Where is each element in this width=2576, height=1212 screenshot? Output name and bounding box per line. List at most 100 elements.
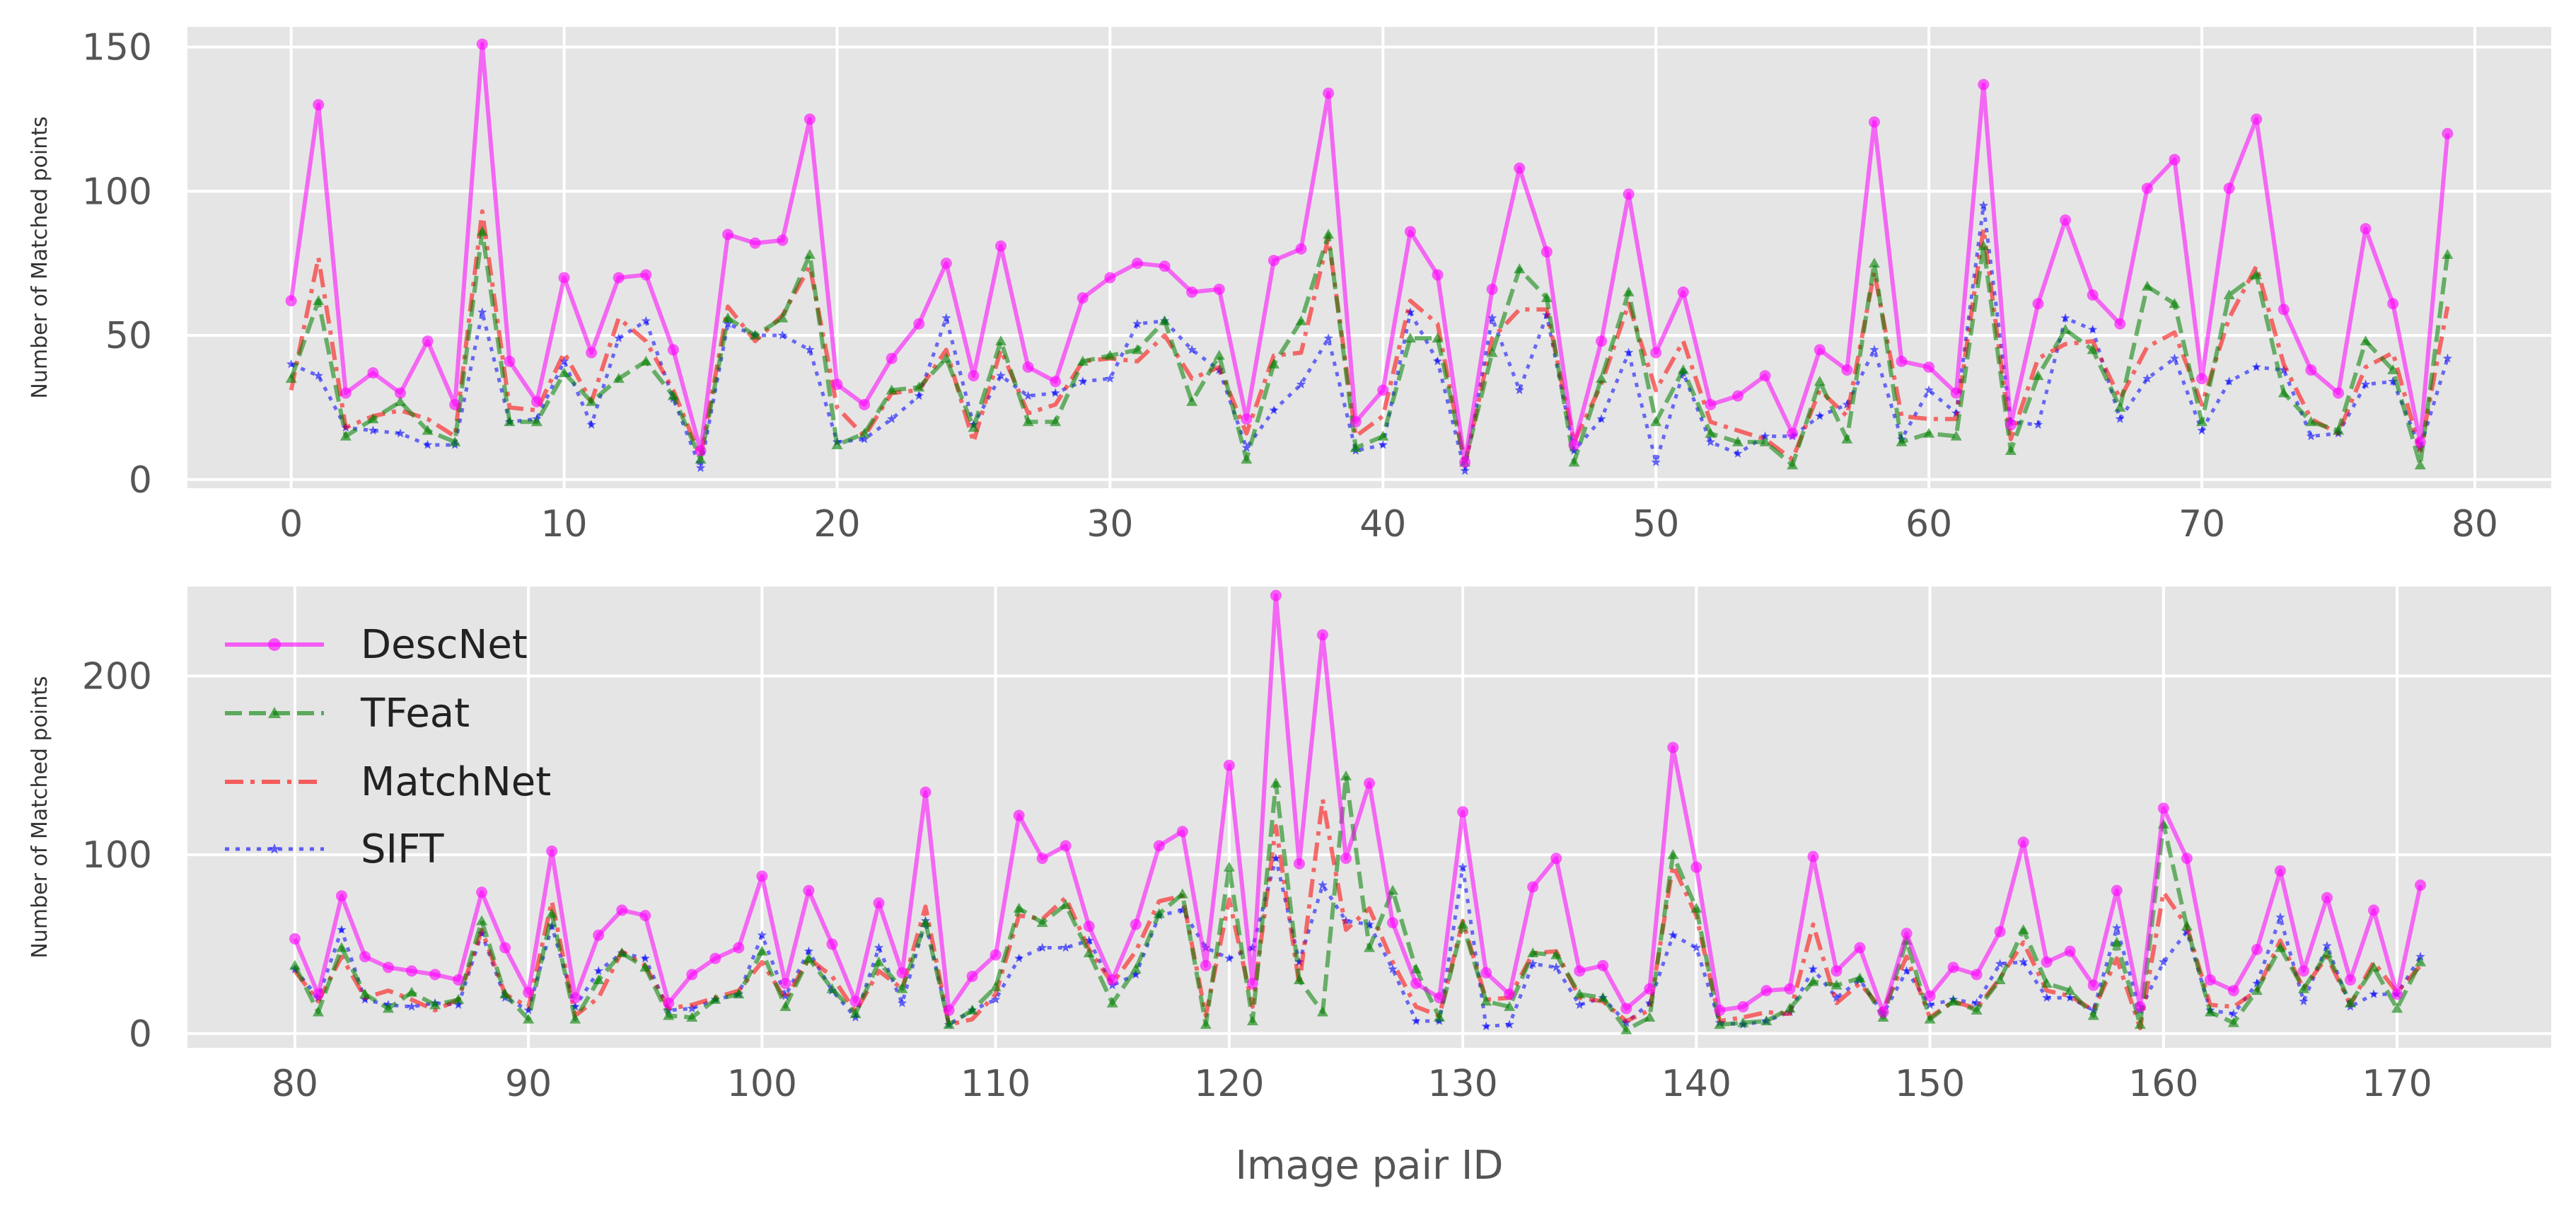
- top-chart-descnet-point: [1923, 361, 1935, 373]
- top-chart-sift-point: [1132, 318, 1142, 328]
- bottom-chart-tfeat-line: [293, 773, 2423, 1032]
- bottom-chart-tfeat-point: [1924, 1013, 1936, 1024]
- bottom-chart-descnet-point: [429, 969, 441, 981]
- bottom-chart-descnet-point: [1807, 850, 1819, 862]
- top-chart-tfeat-point: [1241, 454, 1253, 464]
- bottom-chart-descnet-point: [1901, 928, 1913, 940]
- bottom-chart-tfeat-point: [1831, 979, 1843, 990]
- top-chart-descnet-point: [2360, 223, 2372, 235]
- bottom-chart-tfeat-point: [1784, 1003, 1796, 1013]
- top-chart-descnet-point: [1459, 456, 1471, 468]
- bottom-chart-tfeat-point: [569, 1013, 581, 1024]
- top-chart-descnet-point: [2278, 304, 2290, 316]
- bottom-chart-tfeat-point: [1480, 995, 1492, 1006]
- top-chart-descnet-point: [667, 344, 679, 356]
- bottom-chart-descnet-point: [1293, 858, 1305, 870]
- bottom-chart-tfeat-point: [406, 986, 418, 997]
- top-chart-sift-point: [1869, 345, 1879, 354]
- top-chart-descnet-point: [1731, 390, 1744, 402]
- top-chart-descnet-point: [2060, 214, 2072, 226]
- bottom-chart-x-tick-label: 140: [1661, 1063, 1731, 1105]
- top-chart-tfeat-point: [1731, 436, 1744, 446]
- top-chart-sift-point: [2442, 353, 2452, 363]
- top-chart-x-tick-label: 40: [1359, 503, 1406, 546]
- top-chart-tfeat-point: [395, 396, 407, 406]
- top-chart-sift-point: [641, 316, 651, 325]
- top-chart-descnet-point: [1978, 79, 1990, 91]
- top-chart-y-axis-label: Number of Matched points: [28, 116, 52, 398]
- bottom-chart-descnet-point: [593, 929, 605, 941]
- top-chart-tfeat-point: [2223, 289, 2235, 299]
- top-chart-tfeat-line: [289, 229, 2450, 468]
- bottom-chart-sift-point: [2042, 993, 2052, 1002]
- top-chart-sift-point: [1624, 347, 1634, 357]
- top-chart-descnet-point: [1022, 361, 1034, 373]
- top-chart-ticks: 0 10 20 30 40 50 60 70 80 0 50 100 150: [82, 27, 2498, 546]
- bottom-chart-tfeat-point: [2204, 1006, 2216, 1017]
- bottom-chart-descnet-point: [2415, 879, 2427, 891]
- top-chart-tfeat-point: [859, 427, 871, 438]
- top-chart-sift-point: [2197, 425, 2207, 435]
- bottom-chart-tfeat-point: [1434, 1012, 1446, 1022]
- bottom-chart-descnet-point: [1200, 959, 1212, 971]
- bottom-chart-descnet-point: [523, 986, 535, 998]
- top-chart-tfeat-point: [1514, 263, 1526, 274]
- bottom-chart-x-tick-label: 150: [1895, 1063, 1965, 1105]
- top-chart-tfeat-point: [558, 367, 570, 377]
- bottom-chart-sift-point: [453, 1000, 463, 1009]
- top-chart-sift-point: [941, 313, 951, 323]
- top-chart-sift-point: [2169, 353, 2180, 363]
- top-chart-sift-point: [1323, 333, 1333, 342]
- bottom-chart-descnet-point: [1831, 965, 1843, 977]
- bottom-chart-sift-point: [2159, 957, 2169, 966]
- bottom-chart-sift-point: [2229, 1009, 2239, 1018]
- bottom-chart-x-tick-label: 90: [505, 1063, 552, 1105]
- bottom-chart-tfeat-point: [1316, 1006, 1328, 1017]
- top-chart-tfeat-point: [1923, 427, 1935, 438]
- bottom-chart-x-tick-label: 130: [1427, 1063, 1497, 1105]
- bottom-chart-x-axis-label: Image pair ID: [1235, 1143, 1503, 1189]
- top-chart-sift-point: [1596, 414, 1606, 423]
- bottom-chart-sift-point: [2275, 912, 2285, 922]
- top-chart-tfeat-point: [504, 416, 516, 427]
- top-chart-descnet-point: [1705, 398, 1717, 410]
- bottom-chart-descnet-point: [2344, 974, 2356, 986]
- bottom-chart-tfeat-point: [312, 1006, 324, 1017]
- bottom-chart-tfeat-point: [1994, 974, 2006, 984]
- top-chart-descnet-point: [1596, 335, 1608, 347]
- bottom-chart-tfeat-point: [1223, 861, 1235, 872]
- top-chart-sift-point: [2060, 313, 2070, 323]
- bottom-chart-sift-point: [337, 925, 347, 934]
- bottom-chart-descnet-point: [1083, 920, 1095, 933]
- top-chart-y-tick-label: 100: [82, 171, 152, 213]
- top-chart-descnet-point: [476, 38, 488, 50]
- bottom-chart-sift-point: [1178, 905, 1188, 915]
- bottom-chart-sift-point: [874, 942, 884, 952]
- top-chart-tfeat-point: [2087, 344, 2099, 354]
- top-chart-sift-point: [2033, 420, 2043, 429]
- top-chart-descnet-point: [395, 387, 407, 399]
- top-chart-descnet-point: [1759, 370, 1771, 382]
- top-chart-y-tick-label: 150: [82, 27, 152, 69]
- top-chart-sift-point: [2388, 376, 2398, 386]
- legend-label-descnet: DescNet: [361, 622, 528, 668]
- bottom-chart-tfeat-point: [1971, 1004, 1983, 1015]
- bottom-chart-tfeat-point: [1153, 908, 1165, 918]
- bottom-chart-tfeat-point: [1504, 1000, 1516, 1011]
- bottom-chart-descnet-point: [686, 969, 698, 981]
- bottom-chart-sift-line: [293, 856, 2423, 1029]
- top-chart-sift-point: [805, 345, 815, 354]
- top-chart-sift-point: [2279, 364, 2289, 374]
- bottom-chart-descnet-point: [709, 952, 721, 964]
- bottom-chart-descnet-point: [289, 933, 301, 945]
- top-chart-tfeat-point: [1787, 459, 1799, 470]
- bottom-chart-tfeat-point: [1854, 972, 1866, 983]
- bottom-chart-tfeat-point: [1106, 997, 1118, 1008]
- top-chart-tfeat-point: [667, 390, 679, 400]
- top-chart-tfeat-point: [367, 413, 379, 424]
- top-chart-descnet-line: [289, 42, 2450, 465]
- legend-entry-matchnet: MatchNet: [225, 759, 551, 805]
- bottom-chart-tfeat-point: [523, 1013, 535, 1024]
- bottom-chart-descnet-point: [803, 884, 815, 896]
- bottom-chart-descnet-point: [1036, 853, 1048, 865]
